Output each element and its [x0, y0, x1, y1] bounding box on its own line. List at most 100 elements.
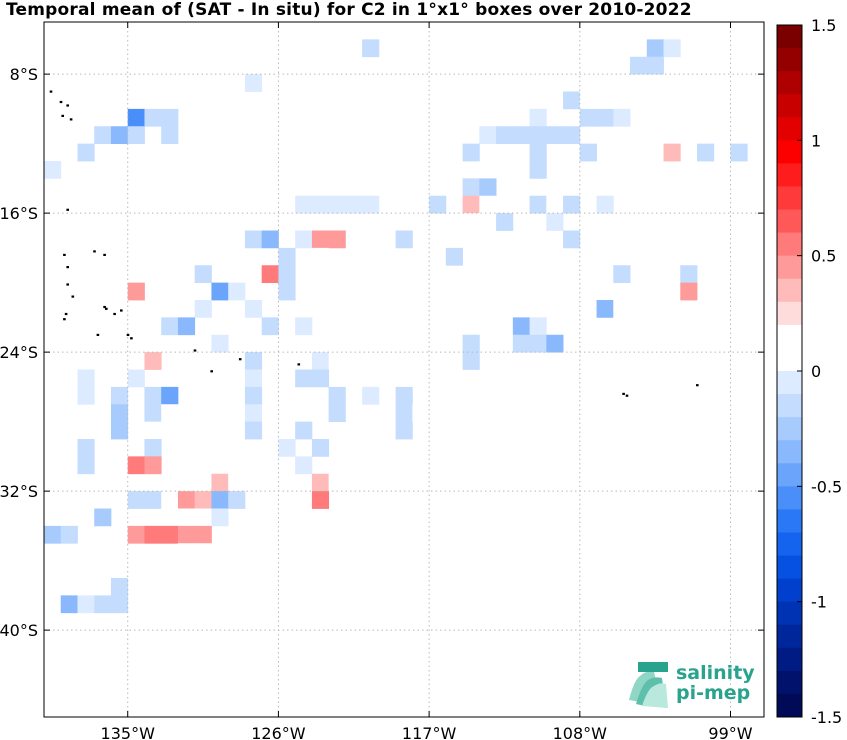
grid-cell — [563, 195, 581, 214]
grid-cell — [144, 525, 162, 544]
colorbar-segment — [777, 278, 802, 303]
grid-cell — [462, 178, 480, 197]
island — [59, 100, 63, 104]
island — [66, 266, 69, 269]
colorbar-tick-label: 1.5 — [811, 16, 836, 35]
island — [113, 312, 116, 316]
logo-text-salinity: salinity — [676, 662, 755, 684]
colorbar-segment — [777, 486, 802, 510]
grid-cell — [194, 543, 212, 562]
colorbar-segment — [777, 693, 802, 718]
island — [103, 253, 106, 256]
colorbar-segment — [777, 417, 802, 441]
grid-cell — [646, 247, 664, 266]
lat-tick-label: 8°S — [10, 65, 38, 84]
island — [130, 337, 133, 340]
grid-cell — [412, 161, 430, 179]
grid-cell — [244, 265, 263, 284]
grid-cell — [127, 108, 145, 127]
lat-tick-label: 32°S — [0, 482, 38, 501]
grid-cell — [77, 456, 95, 475]
grid-cell — [445, 178, 463, 197]
colorbar-segment — [777, 371, 802, 395]
gridlines — [44, 22, 764, 717]
grid-cell — [445, 247, 463, 266]
colorbar-segment — [777, 186, 802, 210]
grid-cell — [596, 300, 614, 318]
colorbar-segment — [777, 94, 802, 118]
grid-cell — [579, 178, 597, 197]
grid-cell — [328, 404, 346, 423]
lat-tick-label: 40°S — [0, 621, 38, 640]
grid-cell — [194, 508, 212, 527]
grid-cell — [211, 282, 229, 301]
island — [49, 90, 53, 93]
salinity-pi-mep-logo: salinity pi-mep — [629, 662, 755, 708]
grid-cell — [144, 404, 162, 423]
logo-text-pi-mep: pi-mep — [676, 682, 750, 704]
grid-cell — [546, 195, 564, 214]
grid-cell — [261, 230, 279, 249]
grid-cell — [161, 265, 179, 284]
grid-cell — [680, 178, 698, 197]
grid-cell — [177, 508, 196, 527]
grid-cell — [177, 525, 196, 544]
grid-cell — [211, 247, 229, 266]
grid-cell — [529, 143, 547, 162]
grid-cell — [311, 230, 330, 249]
grid-cell — [596, 91, 614, 110]
grid-cell — [529, 161, 547, 179]
grid-cell — [613, 161, 631, 179]
lat-tick-label: 16°S — [0, 204, 38, 223]
lat-tick-label: 24°S — [0, 343, 38, 362]
grid-cell — [127, 525, 145, 544]
grid-cell — [144, 421, 162, 440]
grid-cell — [512, 334, 530, 353]
colorbar-segment — [777, 647, 802, 672]
grid-cell — [94, 126, 112, 145]
colorbar-tick-label: 0 — [811, 362, 821, 381]
grid-cell — [646, 300, 664, 318]
grid-cell — [311, 473, 330, 492]
grid-cell — [127, 456, 145, 475]
grid-cell — [278, 404, 296, 423]
grid-cell — [680, 265, 698, 284]
grid-cell — [244, 74, 263, 92]
grid-cell — [663, 39, 681, 58]
colorbar-segment — [777, 555, 802, 579]
grid-cell — [161, 369, 179, 388]
colorbar-segment — [777, 163, 802, 187]
grid-cell — [445, 161, 463, 179]
grid-cell — [244, 334, 263, 353]
grid-cell — [244, 352, 263, 370]
colorbar-segment — [777, 578, 802, 603]
colorbar-segment — [777, 601, 802, 626]
grid-cell — [110, 595, 129, 614]
colorbar-tick-label: -1.5 — [811, 708, 842, 727]
island — [210, 370, 213, 373]
grid-cell — [345, 195, 363, 214]
grid-cell — [462, 143, 480, 162]
grid-cell — [412, 404, 430, 423]
grid-cell — [479, 213, 497, 231]
colorbar-tick-label: -1 — [811, 593, 827, 612]
grid-cell — [680, 282, 698, 301]
grid-cell — [278, 74, 296, 92]
island — [64, 312, 68, 316]
island — [71, 295, 75, 298]
grid-cell — [395, 421, 413, 440]
grid-cell — [328, 386, 346, 405]
grid-cell — [663, 143, 681, 162]
grid-cell — [161, 386, 179, 405]
grid-cell — [630, 56, 648, 75]
map-frame — [43, 21, 765, 718]
grid-cell — [244, 386, 263, 405]
lon-tick-label: 108°W — [553, 724, 608, 740]
island — [66, 283, 69, 286]
grid-cell — [144, 352, 162, 370]
grid-cell — [563, 230, 581, 249]
island — [120, 309, 123, 312]
grid-cell — [663, 300, 681, 318]
grid-cell — [563, 91, 581, 110]
grid-cell — [546, 213, 564, 231]
